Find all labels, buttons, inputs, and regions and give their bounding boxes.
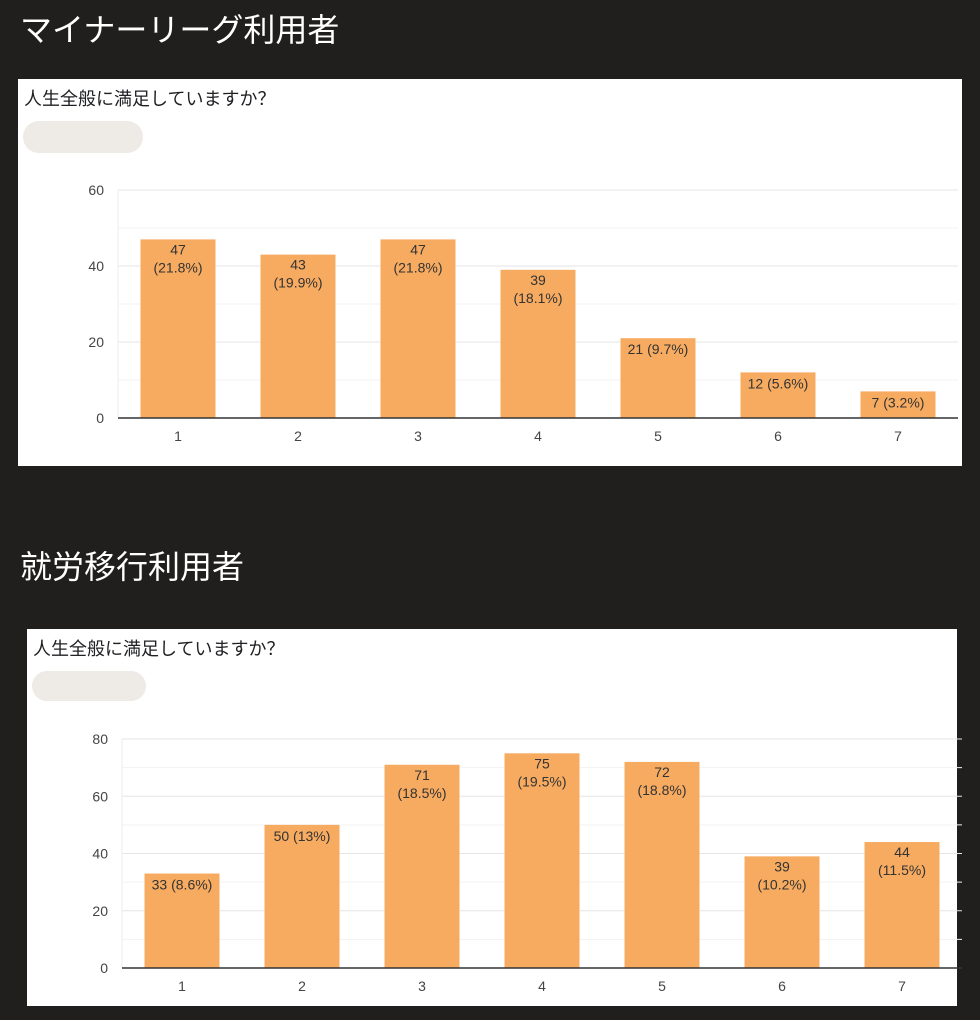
question-title: 人生全般に満足していますか？ [24, 89, 276, 110]
bar-data-label: (18.8%) [637, 782, 686, 798]
bar-data-label: 71 [414, 767, 430, 783]
bar-1 [144, 873, 220, 968]
bar-data-label: 72 [654, 764, 670, 780]
x-tick-label: 7 [898, 978, 906, 994]
y-tick-label: 20 [88, 334, 104, 350]
bar-data-label: 75 [534, 755, 550, 771]
bar-2 [264, 824, 340, 968]
y-tick-label: 20 [92, 903, 108, 919]
bar-data-label: 21 (9.7%) [628, 341, 689, 357]
bar-1 [140, 239, 216, 418]
bar-data-label: 47 [410, 241, 426, 257]
x-tick-label: 7 [894, 428, 902, 444]
bar-data-label: 12 (5.6%) [748, 375, 809, 391]
question-title: 人生全般に満足していますか？ [33, 639, 285, 660]
x-tick-label: 5 [654, 428, 662, 444]
bar-7 [860, 391, 936, 418]
bar-6 [740, 372, 816, 418]
x-tick-label: 3 [418, 978, 426, 994]
y-tick-label: 60 [92, 788, 108, 804]
x-tick-label: 2 [294, 428, 302, 444]
bar-3 [380, 239, 456, 418]
x-tick-label: 5 [658, 978, 666, 994]
bar-data-label: 44 [894, 844, 910, 860]
bar-3 [384, 764, 460, 968]
x-tick-label: 4 [538, 978, 546, 994]
y-tick-label: 40 [92, 846, 108, 862]
redacted-response-count [32, 671, 146, 701]
bar-data-label: (18.5%) [397, 785, 446, 801]
x-tick-label: 6 [778, 978, 786, 994]
bar-5 [620, 338, 696, 418]
bar-4 [504, 753, 580, 968]
x-tick-label: 3 [414, 428, 422, 444]
y-tick-label: 60 [88, 182, 104, 198]
bar-data-label: (21.8%) [393, 259, 442, 275]
bar-7 [864, 842, 940, 968]
y-tick-label: 0 [96, 410, 104, 426]
section-heading-employment-transition: 就労移行利用者 [20, 548, 245, 586]
x-tick-label: 1 [178, 978, 186, 994]
bar-data-label: 50 (13%) [274, 828, 331, 844]
y-tick-label: 40 [88, 258, 104, 274]
section-heading-minor-league: マイナーリーグ利用者 [20, 11, 340, 49]
chart-card-employment-transition: 人生全般に満足していますか？ 0 20 40 60 80 33 (8.6%) 1 50 (13… [27, 629, 962, 1006]
bar-data-label: 33 (8.6%) [152, 877, 213, 893]
bar-data-label: 7 (3.2%) [872, 394, 925, 410]
x-tick-label: 2 [298, 978, 306, 994]
y-tick-label: 0 [100, 960, 108, 976]
bar-6 [744, 856, 820, 968]
bar-2 [260, 254, 336, 418]
chart-card-minor-league: 人生全般に満足していますか？ 0 20 40 60 47 (21.8%) 1 43 (19.9%… [18, 79, 962, 466]
y-tick-label: 80 [92, 731, 108, 747]
bar-data-label: 39 [774, 858, 790, 874]
bar-data-label: 39 [530, 272, 546, 288]
bar-data-label: (19.9%) [273, 275, 322, 291]
x-tick-label: 6 [774, 428, 782, 444]
bar-data-label: 47 [170, 241, 186, 257]
bar-data-label: (21.8%) [153, 259, 202, 275]
x-tick-label: 1 [174, 428, 182, 444]
bar-data-label: (10.2%) [757, 876, 806, 892]
bar-5 [624, 761, 700, 968]
x-tick-label: 4 [534, 428, 542, 444]
bar-data-label: (18.1%) [513, 290, 562, 306]
redacted-response-count [23, 121, 143, 153]
bar-data-label: (11.5%) [878, 862, 926, 878]
bar-data-label: 43 [290, 257, 306, 273]
bar-data-label: (19.5%) [517, 773, 566, 789]
bar-4 [500, 269, 576, 418]
bar-chart-minor-league: 020406047(21.8%)143(19.9%)247(21.8%)339(… [88, 182, 958, 444]
